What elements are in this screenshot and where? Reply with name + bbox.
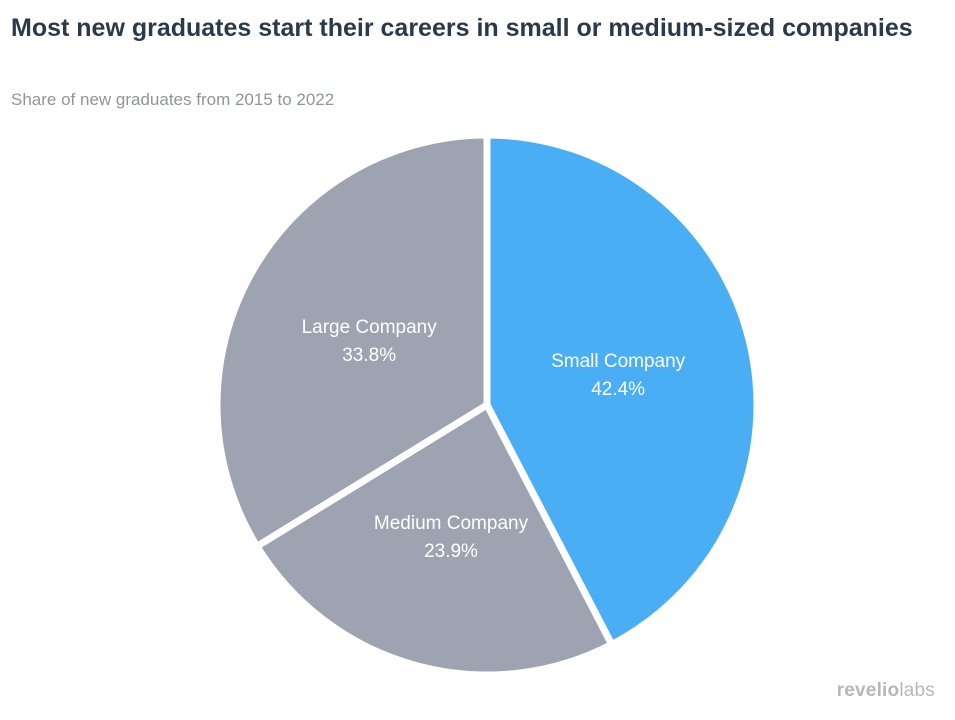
slice-name-small-company: Small Company — [551, 351, 686, 372]
brand-name: revelio — [836, 680, 900, 701]
brand-suffix: labs — [899, 680, 935, 701]
slice-value-large-company: 33.8% — [342, 345, 396, 366]
chart-title: Most new graduates start their careers i… — [11, 14, 913, 42]
pie-slice-large-company — [213, 131, 491, 550]
slice-name-large-company: Large Company — [302, 317, 438, 338]
slice-value-medium-company: 23.9% — [424, 541, 478, 562]
pie-slice-small-company — [483, 131, 761, 648]
revelio-labs-logo: reveliolabs — [837, 680, 935, 702]
slice-name-medium-company: Medium Company — [374, 513, 529, 534]
pie-slice-medium-company — [253, 401, 616, 679]
slice-value-small-company: 42.4% — [591, 379, 645, 400]
chart-subtitle: Share of new graduates from 2015 to 2022 — [11, 90, 335, 109]
